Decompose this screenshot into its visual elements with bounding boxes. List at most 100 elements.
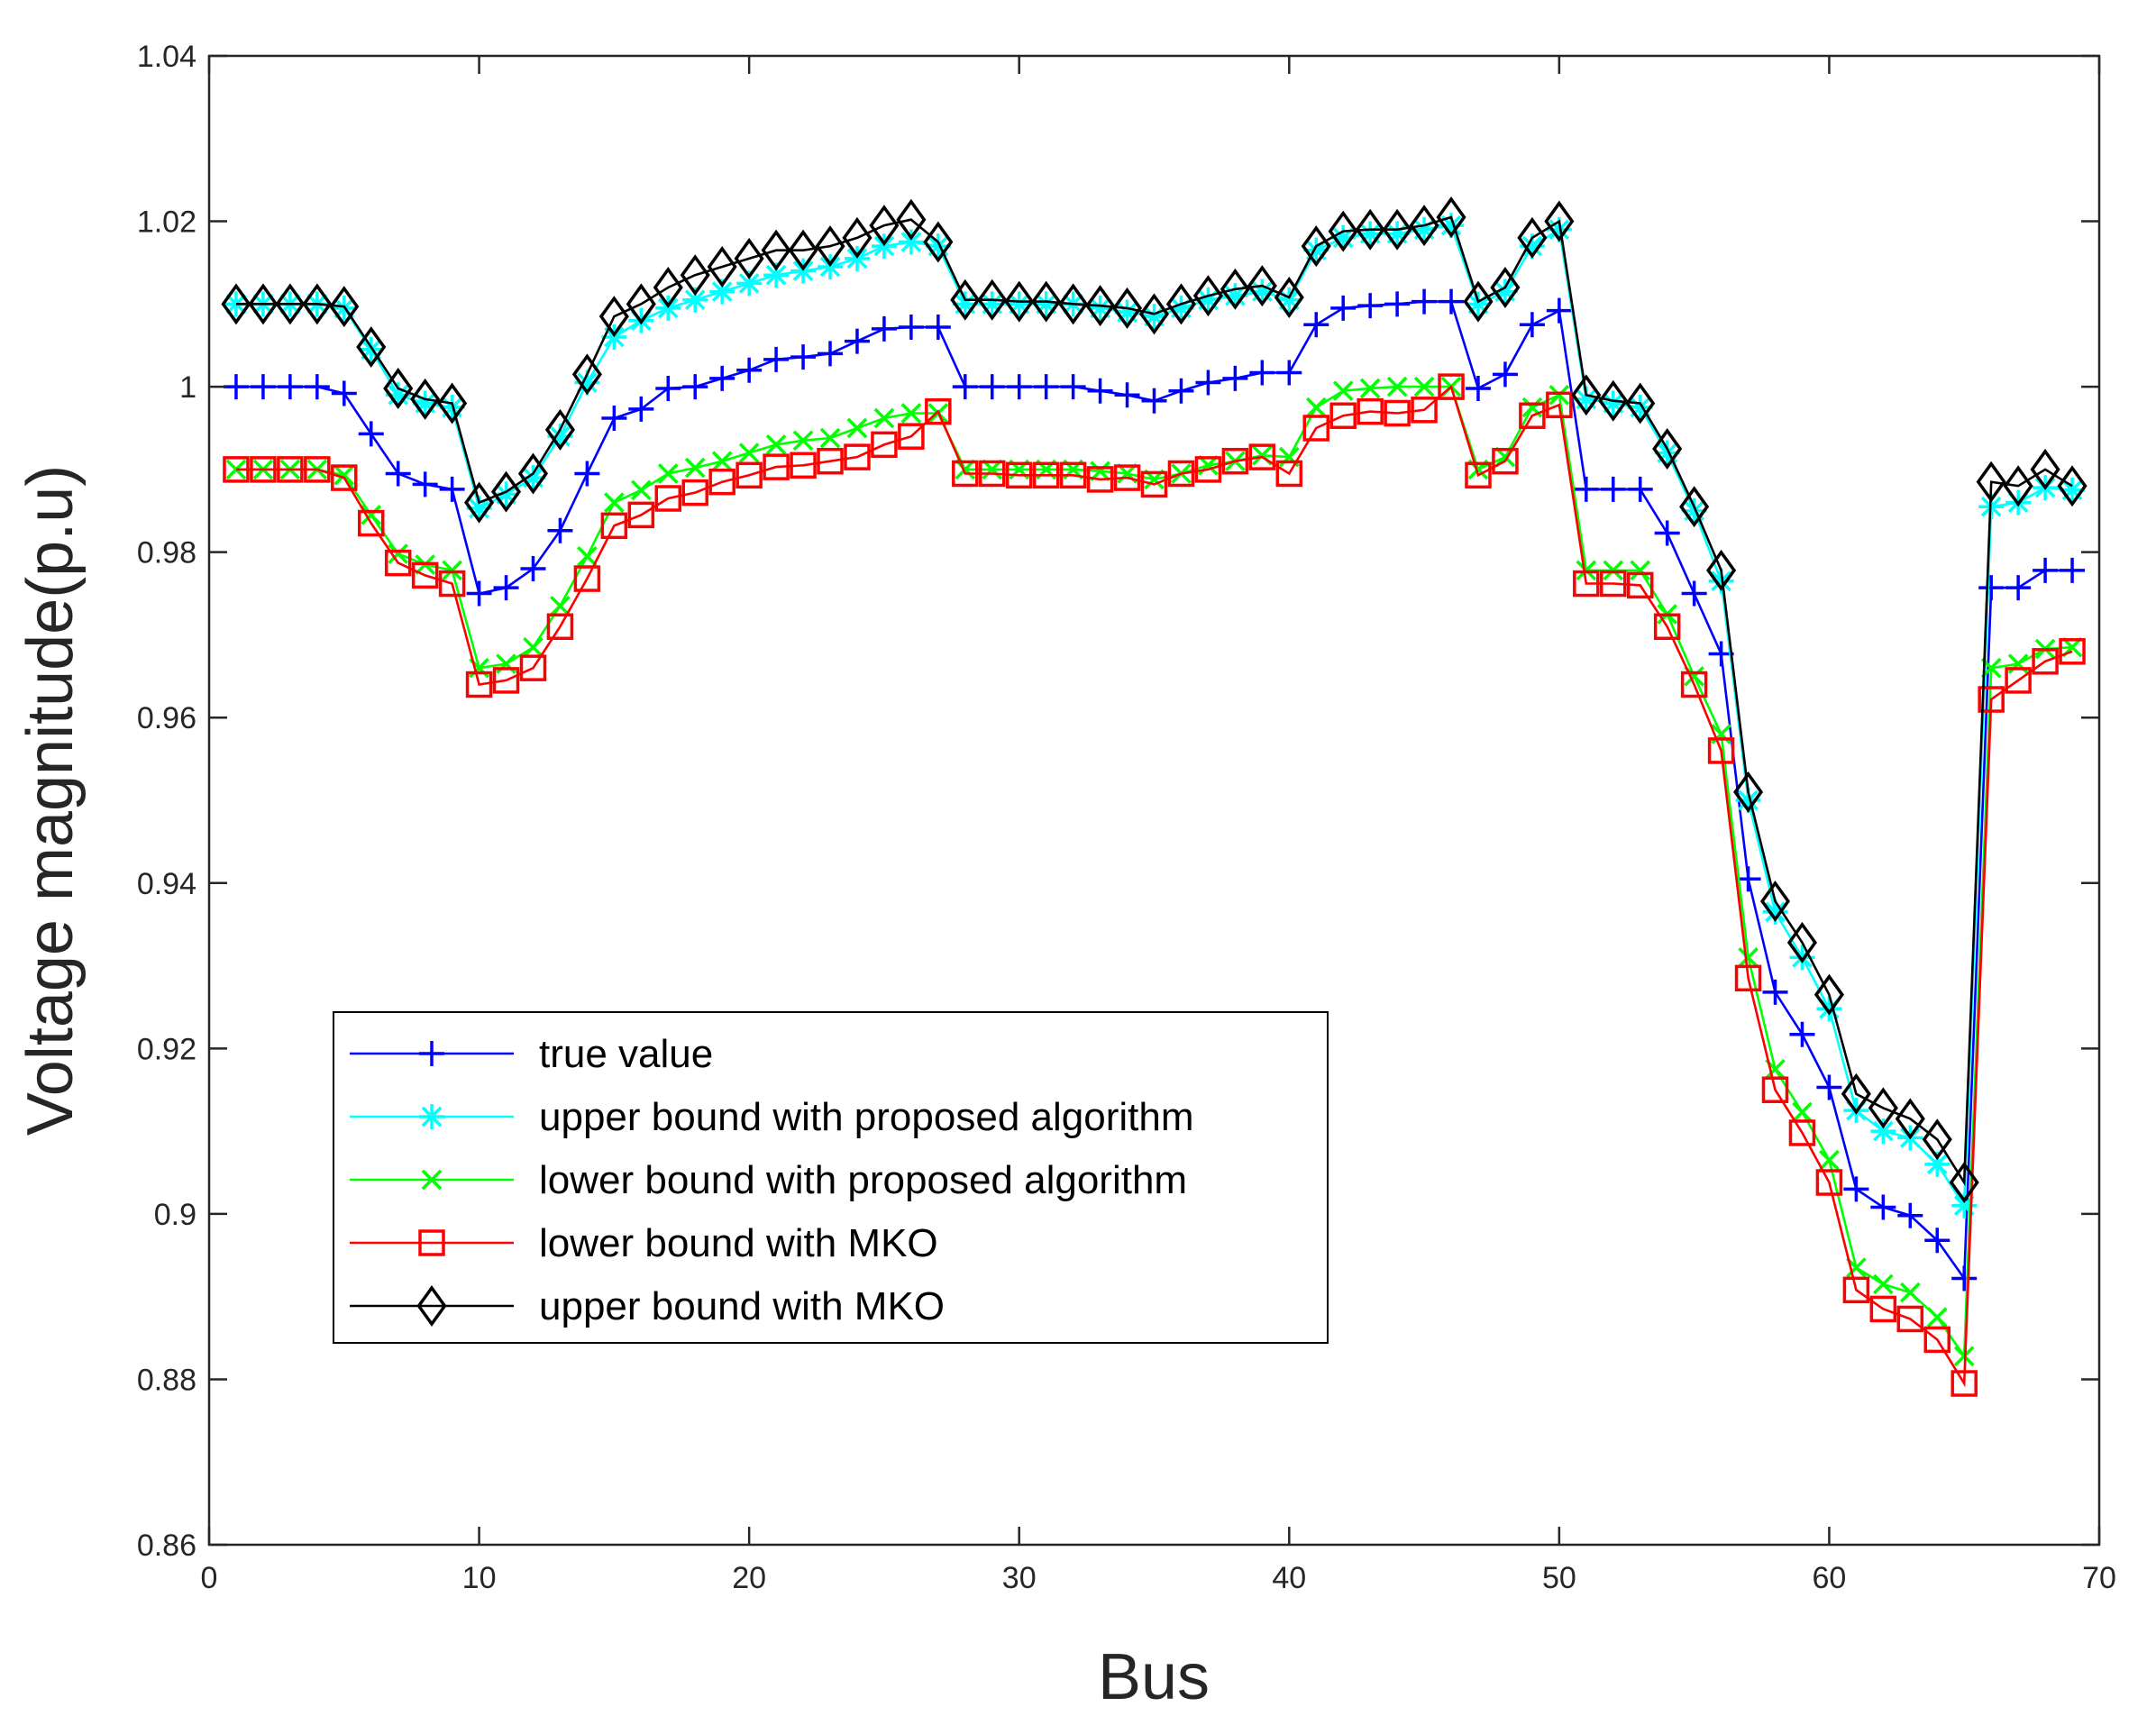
data-point xyxy=(574,370,600,396)
data-point xyxy=(411,561,439,589)
data-point xyxy=(1544,200,1575,242)
data-point xyxy=(735,461,763,489)
data-point xyxy=(844,443,871,470)
data-point xyxy=(1032,461,1060,489)
data-point xyxy=(869,205,900,247)
x-axis: 0 10 20 30 40 50 60 70 xyxy=(201,56,2116,1595)
data-point xyxy=(492,667,520,694)
data-point xyxy=(681,479,708,507)
data-point xyxy=(1087,378,1113,404)
legend-label: lower bound with MKO xyxy=(539,1221,938,1265)
legend-entry: true value xyxy=(350,1032,713,1076)
data-point xyxy=(1546,297,1572,324)
data-point xyxy=(979,291,1005,317)
data-point xyxy=(412,390,438,416)
data-point xyxy=(925,315,951,341)
data-point xyxy=(1733,771,1764,813)
y-tick-label: 0.86 xyxy=(137,1529,196,1563)
data-point xyxy=(979,374,1005,400)
data-point xyxy=(1357,397,1384,425)
data-point xyxy=(1680,671,1708,698)
data-point xyxy=(925,233,951,260)
data-point xyxy=(388,543,409,564)
data-point xyxy=(1842,1276,1870,1304)
data-point xyxy=(1141,304,1167,330)
data-point xyxy=(604,492,625,513)
data-point xyxy=(1573,476,1599,502)
data-point xyxy=(1815,1169,1843,1196)
data-point xyxy=(1923,1326,1951,1354)
data-point xyxy=(1384,221,1411,247)
data-point xyxy=(1681,580,1707,607)
data-point xyxy=(1141,388,1167,414)
data-point xyxy=(1303,312,1329,338)
y-tick-label: 0.9 xyxy=(154,1198,196,1232)
data-point xyxy=(898,315,924,341)
data-point xyxy=(1896,1305,1924,1333)
data-point xyxy=(1004,280,1035,323)
data-point xyxy=(2057,465,2087,507)
data-point xyxy=(1548,384,1570,406)
data-point xyxy=(900,403,922,424)
data-point xyxy=(1976,461,2006,503)
legend-box xyxy=(333,1011,1329,1344)
data-point xyxy=(1924,1151,1950,1177)
data-point xyxy=(736,270,763,297)
data-point xyxy=(2033,557,2059,583)
data-point xyxy=(1168,378,1194,404)
x-tick-label: 10 xyxy=(462,1561,497,1595)
data-point xyxy=(598,296,629,338)
data-point xyxy=(628,396,654,422)
data-point xyxy=(1465,461,1492,489)
data-point xyxy=(1789,945,1815,971)
x-tick-label: 70 xyxy=(2082,1561,2116,1595)
data-point xyxy=(333,464,355,486)
data-point xyxy=(1517,216,1548,259)
data-point xyxy=(517,452,549,495)
data-point xyxy=(657,463,679,484)
data-point xyxy=(1411,288,1438,315)
legend-label: true value xyxy=(539,1032,713,1076)
data-point xyxy=(738,443,760,463)
data-point xyxy=(684,457,706,479)
data-point xyxy=(1654,520,1680,546)
data-point xyxy=(304,456,331,483)
legend-entry: upper bound with MKO xyxy=(350,1284,945,1328)
legend-label: upper bound with MKO xyxy=(539,1284,945,1328)
data-point xyxy=(412,471,438,497)
data-point xyxy=(1411,216,1438,242)
data-point xyxy=(2030,448,2060,490)
data-point xyxy=(601,405,627,431)
data-point xyxy=(329,286,360,328)
data-point xyxy=(2060,477,2086,503)
data-point xyxy=(2005,667,2032,694)
data-point xyxy=(680,254,710,297)
plot-marks xyxy=(221,196,2087,1397)
x-tick-label: 50 xyxy=(1542,1561,1576,1595)
data-point xyxy=(1111,287,1143,329)
data-point xyxy=(1653,613,1681,641)
data-point xyxy=(1949,1162,1979,1204)
y-tick-label: 0.94 xyxy=(137,867,196,901)
data-point xyxy=(1679,486,1710,528)
data-point xyxy=(1113,464,1141,491)
data-point xyxy=(520,465,546,491)
data-point xyxy=(1301,225,1331,268)
legend: true value upper bound with proposed algo… xyxy=(333,1011,1329,1344)
y-tick-label: 0.92 xyxy=(137,1032,196,1066)
legend-marker xyxy=(421,1169,443,1191)
data-point xyxy=(1762,979,1788,1005)
series-line xyxy=(236,384,2073,1388)
data-point xyxy=(1329,402,1357,429)
data-point xyxy=(547,424,573,450)
data-point xyxy=(761,229,791,271)
data-point xyxy=(1439,288,1465,315)
data-point xyxy=(1058,283,1089,325)
data-point xyxy=(1167,460,1195,488)
data-point xyxy=(1978,575,2005,601)
data-point xyxy=(600,512,628,540)
y-tick-label: 0.96 xyxy=(137,701,196,735)
data-point xyxy=(1194,456,1222,483)
